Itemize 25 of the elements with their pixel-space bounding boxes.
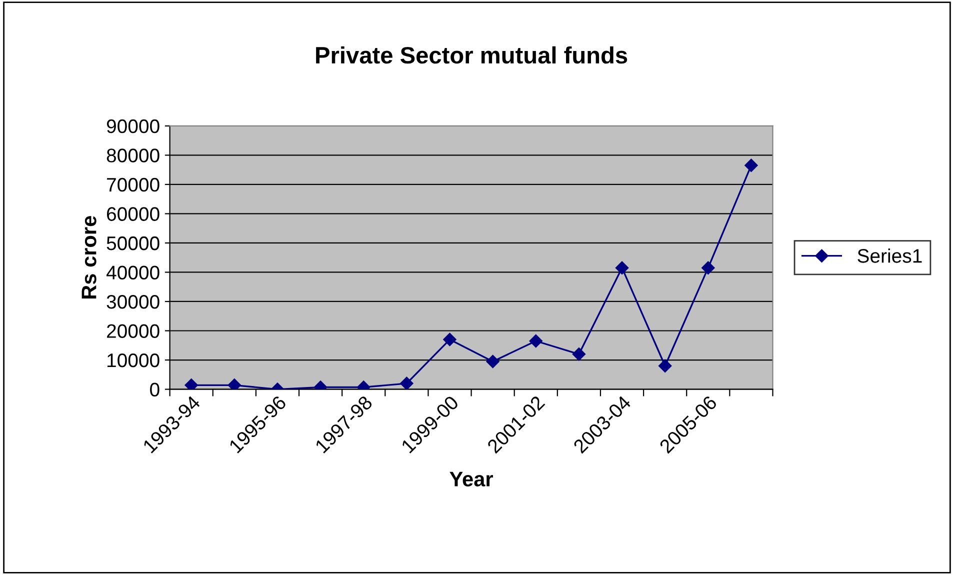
point [184, 378, 198, 390]
chart-title: Private Sector mutual funds [316, 46, 628, 64]
point [572, 348, 586, 361]
y-tick-label: 0 [150, 382, 160, 397]
y-tick-label: 60000 [107, 207, 160, 221]
point [744, 158, 758, 172]
y-axis-title: Rs crore [82, 216, 96, 298]
point [400, 376, 414, 390]
legend-label: Series1 [858, 248, 922, 263]
x-axis-title: Year [450, 472, 493, 486]
point [486, 354, 500, 368]
point [228, 378, 241, 390]
y-tick-label: 80000 [106, 148, 160, 162]
point [702, 261, 715, 274]
point [658, 359, 672, 372]
y-tick-label: 40000 [106, 266, 160, 280]
point [529, 334, 542, 348]
y-tick-label: 50000 [106, 236, 160, 250]
y-tick-label: 90000 [106, 119, 160, 134]
point [615, 261, 629, 274]
y-tick-label: 70000 [107, 178, 160, 192]
y-tick-label: 30000 [106, 294, 160, 309]
point [443, 332, 456, 346]
y-tick-label: 20000 [107, 324, 160, 338]
y-tick-label: 10000 [108, 353, 160, 368]
